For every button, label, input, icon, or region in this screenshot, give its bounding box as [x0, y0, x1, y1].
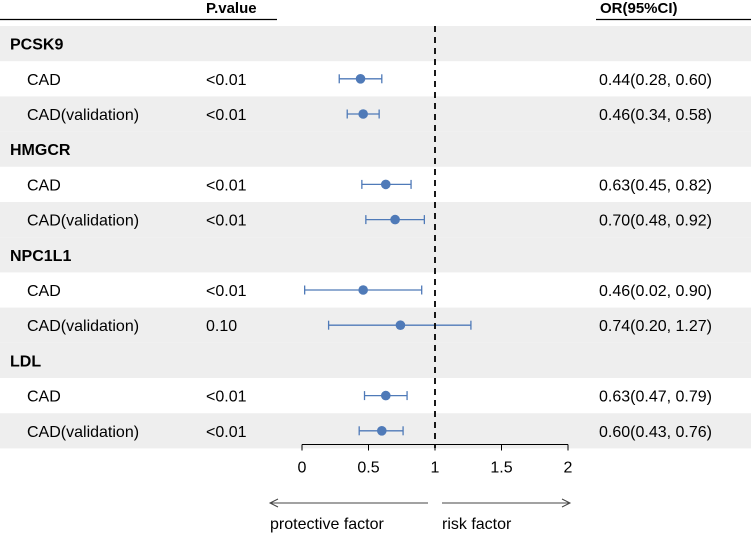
or-point [390, 214, 400, 225]
group-stripe [0, 342, 751, 378]
p-value: <0.01 [206, 283, 247, 300]
p-value-header: P.value [206, 0, 257, 17]
group-stripe [0, 237, 751, 273]
or-point [377, 426, 387, 436]
or-ci-text: 0.63(0.47, 0.79) [599, 389, 712, 406]
p-value: <0.01 [206, 213, 247, 230]
axis-tick-label: 0.5 [357, 460, 379, 477]
direction-arrow-right [442, 498, 572, 508]
group-label: NPC1L1 [10, 248, 71, 265]
or-point [358, 285, 368, 295]
row-label: CAD [27, 389, 61, 406]
row-label: CAD [27, 177, 61, 194]
axis-tick-label: 0 [298, 460, 307, 477]
group-label: LDL [10, 353, 41, 370]
or-ci-header: OR(95%CI) [600, 0, 678, 17]
row-label: CAD [27, 72, 61, 89]
risk-factor-label: risk factor [442, 516, 512, 533]
or-ci-text: 0.60(0.43, 0.76) [599, 424, 712, 441]
group-stripe [0, 131, 751, 167]
row-label: CAD [27, 283, 61, 300]
or-point [395, 320, 406, 331]
or-point [380, 390, 391, 401]
group-stripe [0, 26, 751, 62]
protective-factor-label: protective factor [270, 516, 385, 533]
axis-tick-label: 2 [564, 460, 573, 477]
row-label: CAD(validation) [27, 107, 139, 124]
p-value: 0.10 [206, 318, 237, 335]
group-label: HMGCR [10, 142, 71, 159]
row-label: CAD(validation) [27, 424, 139, 441]
axis-tick-label: 1.5 [490, 460, 512, 477]
or-ci-text: 0.46(0.34, 0.58) [599, 107, 712, 124]
row-label: CAD(validation) [27, 318, 139, 335]
p-value: <0.01 [206, 177, 247, 194]
or-point [380, 179, 391, 190]
confidence-intervals [304, 74, 472, 436]
or-ci-text: 0.46(0.02, 0.90) [599, 283, 712, 300]
group-label: PCSK9 [10, 37, 63, 54]
p-value: <0.01 [206, 72, 247, 89]
or-ci-text: 0.74(0.20, 1.27) [599, 318, 712, 335]
or-ci-text: 0.63(0.45, 0.82) [599, 177, 712, 194]
axis-tick-label: 1 [431, 460, 440, 477]
p-value: <0.01 [206, 107, 247, 124]
or-ci-text: 0.44(0.28, 0.60) [599, 72, 712, 89]
direction-arrow-left [268, 498, 428, 508]
row-label: CAD(validation) [27, 213, 139, 230]
or-point [355, 74, 366, 84]
table-rows: PCSK9 CAD <0.01 0.44(0.28, 0.60) CAD(validat… [10, 37, 712, 441]
p-value: <0.01 [206, 424, 247, 441]
or-ci-text: 0.70(0.48, 0.92) [599, 213, 712, 230]
x-axis: 0 0.5 1 1.5 2 [298, 444, 573, 477]
row-stripes [0, 26, 751, 449]
or-point [358, 109, 368, 119]
p-value: <0.01 [206, 389, 247, 406]
